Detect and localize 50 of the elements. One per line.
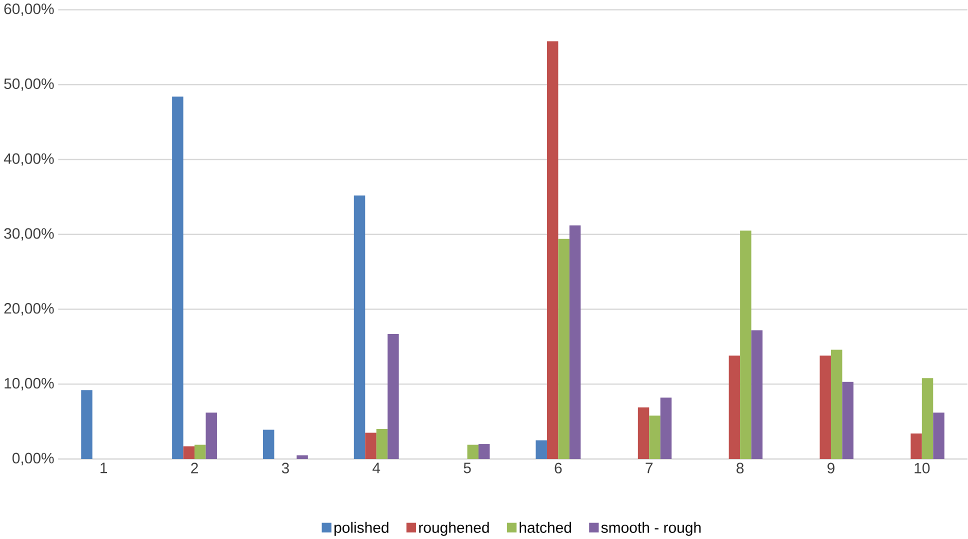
- x-tick-label: 4: [372, 462, 380, 474]
- x-tick-label: 5: [464, 462, 471, 474]
- bar: [660, 398, 672, 460]
- y-tick-label: 40,00%: [4, 153, 54, 166]
- bar: [830, 350, 842, 460]
- bar: [365, 432, 376, 460]
- x-tick-label: 8: [736, 462, 744, 474]
- bar: [558, 239, 570, 460]
- bar: [740, 230, 752, 460]
- bar: [467, 444, 479, 460]
- bar: [194, 444, 206, 460]
- x-tick-label: 9: [828, 462, 834, 474]
- bar: [354, 196, 366, 460]
- bar: [376, 429, 388, 460]
- bar: [172, 96, 184, 460]
- x-tick-label: 10: [914, 462, 930, 474]
- bar: [206, 412, 217, 460]
- y-tick-label: 20,00%: [4, 303, 54, 316]
- y-tick-label: 50,00%: [4, 78, 54, 91]
- bar: [820, 356, 831, 460]
- bar: [388, 334, 399, 460]
- legend-label: smooth - rough: [601, 522, 701, 536]
- bar: [638, 408, 650, 460]
- x-tick-label: 1: [100, 462, 108, 474]
- bar: [546, 41, 558, 460]
- bar: [478, 444, 490, 460]
- x-tick-label: 6: [554, 462, 562, 474]
- bar: [910, 434, 922, 460]
- bar: [262, 430, 274, 460]
- bar: [649, 416, 660, 460]
- bar: [536, 440, 547, 460]
- y-tick-label: 60,00%: [4, 4, 54, 16]
- y-tick-label: 0,00%: [12, 452, 54, 466]
- x-tick-label: 2: [191, 462, 198, 474]
- x-tick-label: 7: [646, 462, 653, 474]
- y-tick-label: 30,00%: [4, 228, 54, 241]
- legend-label: polished: [334, 522, 388, 536]
- bar: [569, 226, 581, 460]
- bar: [933, 412, 944, 460]
- legend-label: hatched: [520, 522, 572, 534]
- bar: [922, 378, 934, 460]
- x-tick-label: 3: [282, 462, 289, 474]
- bar: [81, 390, 92, 460]
- bar: [728, 356, 740, 460]
- y-tick-label: 10,00%: [4, 378, 54, 390]
- bar: [842, 382, 854, 460]
- bar: [183, 446, 195, 460]
- bar: [751, 330, 763, 460]
- bar: [296, 455, 308, 460]
- legend-label: roughened: [419, 522, 489, 536]
